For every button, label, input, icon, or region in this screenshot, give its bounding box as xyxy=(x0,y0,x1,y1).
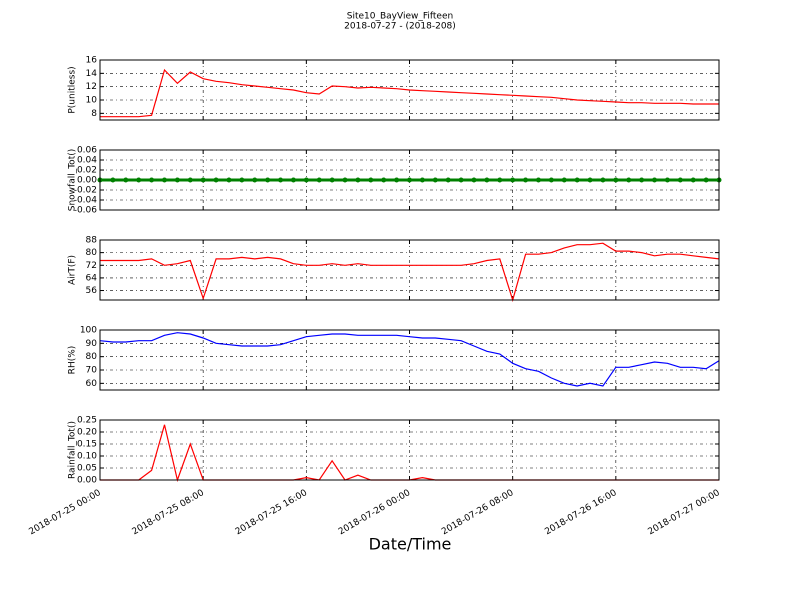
plot-frame xyxy=(99,149,720,211)
plot-frame xyxy=(99,59,720,121)
plot-frame xyxy=(99,419,720,481)
series-line xyxy=(100,242,720,303)
series-line xyxy=(99,332,720,387)
y-tick-label: 8 xyxy=(91,109,97,119)
series-line xyxy=(100,68,719,118)
y-axis-label: AirT(F) xyxy=(68,255,78,285)
y-tick-label: 10 xyxy=(86,96,98,106)
y-tick-label: 14 xyxy=(86,69,98,79)
y-tick-label: 0.25 xyxy=(77,416,97,426)
y-tick-label: 0.05 xyxy=(77,464,97,474)
x-axis-label: Date/Time xyxy=(369,535,452,554)
y-axis-label: Rainfall_Tot() xyxy=(68,421,78,479)
y-tick-label: 56 xyxy=(86,286,98,296)
y-tick-label: 60 xyxy=(86,379,98,389)
y-tick-label: 64 xyxy=(86,273,98,283)
y-tick-label: -0.04 xyxy=(74,196,98,206)
y-tick-label: 16 xyxy=(86,56,98,66)
y-axis-label: RH(%) xyxy=(68,346,78,375)
chart-subtitle: 2018-07-27 - (2018-208) xyxy=(344,22,456,32)
y-tick-label: -0.02 xyxy=(74,186,97,196)
chart-title: Site10_BayView_Fifteen xyxy=(347,12,453,22)
y-tick-label: 0.06 xyxy=(77,146,97,156)
y-tick-label: 88 xyxy=(86,236,98,246)
y-tick-label: 72 xyxy=(86,261,97,271)
y-tick-label: 0.20 xyxy=(77,428,97,438)
y-tick-label: 70 xyxy=(86,366,98,376)
y-tick-label: 0.15 xyxy=(77,440,97,450)
y-axis-label: Snowfall_Tot() xyxy=(68,149,78,212)
y-tick-label: 100 xyxy=(80,326,97,336)
y-tick-label: 0.10 xyxy=(77,452,97,462)
y-tick-label: 0.00 xyxy=(77,176,97,186)
y-tick-label: 80 xyxy=(86,352,98,362)
y-tick-label: 80 xyxy=(86,248,98,258)
y-tick-label: -0.06 xyxy=(74,206,98,216)
y-tick-label: 0.02 xyxy=(77,166,97,176)
plot-frame xyxy=(99,329,720,391)
y-tick-label: 12 xyxy=(86,82,97,92)
y-tick-label: 0.04 xyxy=(77,156,97,166)
y-axis-label: P(unitless) xyxy=(68,66,78,113)
y-tick-label: 0.00 xyxy=(77,476,97,486)
y-tick-label: 90 xyxy=(86,339,98,349)
plot-frame xyxy=(99,239,720,301)
